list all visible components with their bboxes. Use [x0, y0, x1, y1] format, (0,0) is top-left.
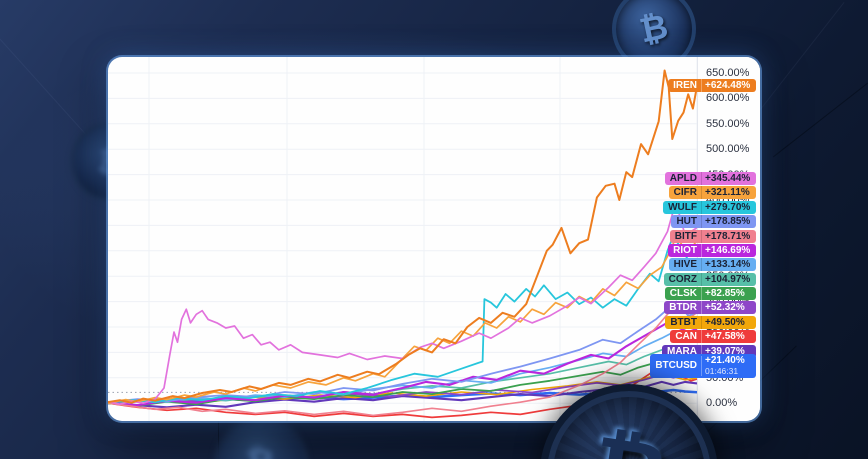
bitcoin-coin-icon: ₿	[214, 416, 308, 459]
badge-ticker: HIVE	[673, 259, 697, 271]
badge-ticker: HUT	[676, 216, 697, 228]
badge-change-value: +321.11%	[701, 186, 756, 200]
badge-change-value: +178.71%	[701, 229, 756, 243]
series-line-BITF[interactable]	[108, 304, 697, 417]
badge-change-value: +52.32%	[701, 301, 756, 315]
badge-change-value: +82.85%	[701, 287, 756, 301]
chart-plot[interactable]	[108, 57, 697, 421]
price-badge-BTDR[interactable]: BTDR +52.32%	[664, 301, 756, 315]
y-axis-label: 0.00%	[706, 397, 738, 410]
badge-ticker: BTDR	[669, 302, 697, 314]
badge-change-value: +104.97%	[701, 272, 756, 286]
background-diagonal-line	[772, 82, 868, 158]
badge-ticker: CORZ	[668, 273, 697, 285]
badge-change-value: +21.40% 01:46:31	[701, 355, 756, 376]
y-axis-label: 500.00%	[706, 143, 750, 156]
price-badge-BITF[interactable]: BITF +178.71%	[669, 229, 756, 243]
series-line-CORZ[interactable]	[108, 345, 697, 404]
price-badge-CORZ[interactable]: CORZ +104.97%	[663, 272, 756, 286]
y-axis-label: 550.00%	[706, 117, 750, 130]
bitcoin-symbol: ₿	[584, 414, 675, 459]
badge-ticker: MARA	[667, 345, 697, 357]
price-badge-BTCUSD[interactable]: BTCUSD +21.40% 01:46:31	[650, 353, 756, 378]
badge-change-value: +133.14%	[701, 258, 756, 272]
badge-ticker: RIOT	[673, 244, 697, 256]
series-line-APLD[interactable]	[108, 205, 697, 406]
price-badge-CAN[interactable]: CAN +47.58%	[670, 330, 756, 344]
badge-change-value: +49.50%	[701, 315, 756, 329]
bitcoin-symbol: ₿	[636, 6, 672, 52]
price-badge-CLSK[interactable]: CLSK +82.85%	[664, 287, 756, 301]
price-badge-APLD[interactable]: APLD +345.44%	[664, 172, 756, 185]
badge-ticker: CLSK	[669, 288, 697, 300]
price-badge-HIVE[interactable]: HIVE +133.14%	[668, 258, 756, 272]
badge-change-value: +39.07%	[701, 344, 756, 358]
y-axis-label: 650.00%	[706, 67, 750, 79]
badge-change-value: +47.58%	[701, 330, 756, 344]
bitcoin-symbol: ₿	[244, 441, 277, 459]
price-badge-WULF[interactable]: WULF +279.70%	[663, 200, 756, 214]
series-line-CIFR[interactable]	[108, 234, 697, 405]
badge-ticker: BTCUSD	[655, 360, 697, 372]
background-diagonal-line	[0, 9, 88, 137]
price-badge-BTBT[interactable]: BTBT +49.50%	[665, 315, 756, 329]
series-line-RIOT[interactable]	[108, 319, 697, 407]
badge-change-value: +345.44%	[701, 172, 756, 185]
series-line-IREN[interactable]	[108, 69, 697, 404]
badge-change-value: +146.69%	[701, 243, 756, 257]
badge-change-value: +178.85%	[701, 215, 756, 229]
price-badge-IREN[interactable]: IREN +624.48%	[668, 79, 756, 93]
grid	[108, 57, 697, 421]
badge-change-value: +279.70%	[701, 200, 756, 214]
price-badge-HUT[interactable]: HUT +178.85%	[671, 215, 756, 229]
badge-ticker: APLD	[669, 173, 697, 184]
price-badge-RIOT[interactable]: RIOT +146.69%	[668, 243, 756, 257]
badge-ticker: IREN	[673, 80, 697, 92]
badge-ticker: CAN	[675, 331, 697, 343]
price-badge-CIFR[interactable]: CIFR +321.11%	[668, 186, 756, 200]
badge-timestamp: 01:46:31	[705, 365, 739, 376]
chart-panel: 650.00%600.00%550.00%500.00%450.00%400.0…	[108, 57, 760, 421]
badge-change-value: +624.48%	[701, 79, 756, 93]
badge-ticker: WULF	[668, 201, 697, 213]
badge-ticker: BTBT	[670, 316, 697, 328]
badge-ticker: BITF	[674, 230, 697, 242]
y-axis-label: 600.00%	[706, 92, 750, 105]
badge-ticker: CIFR	[673, 187, 697, 199]
